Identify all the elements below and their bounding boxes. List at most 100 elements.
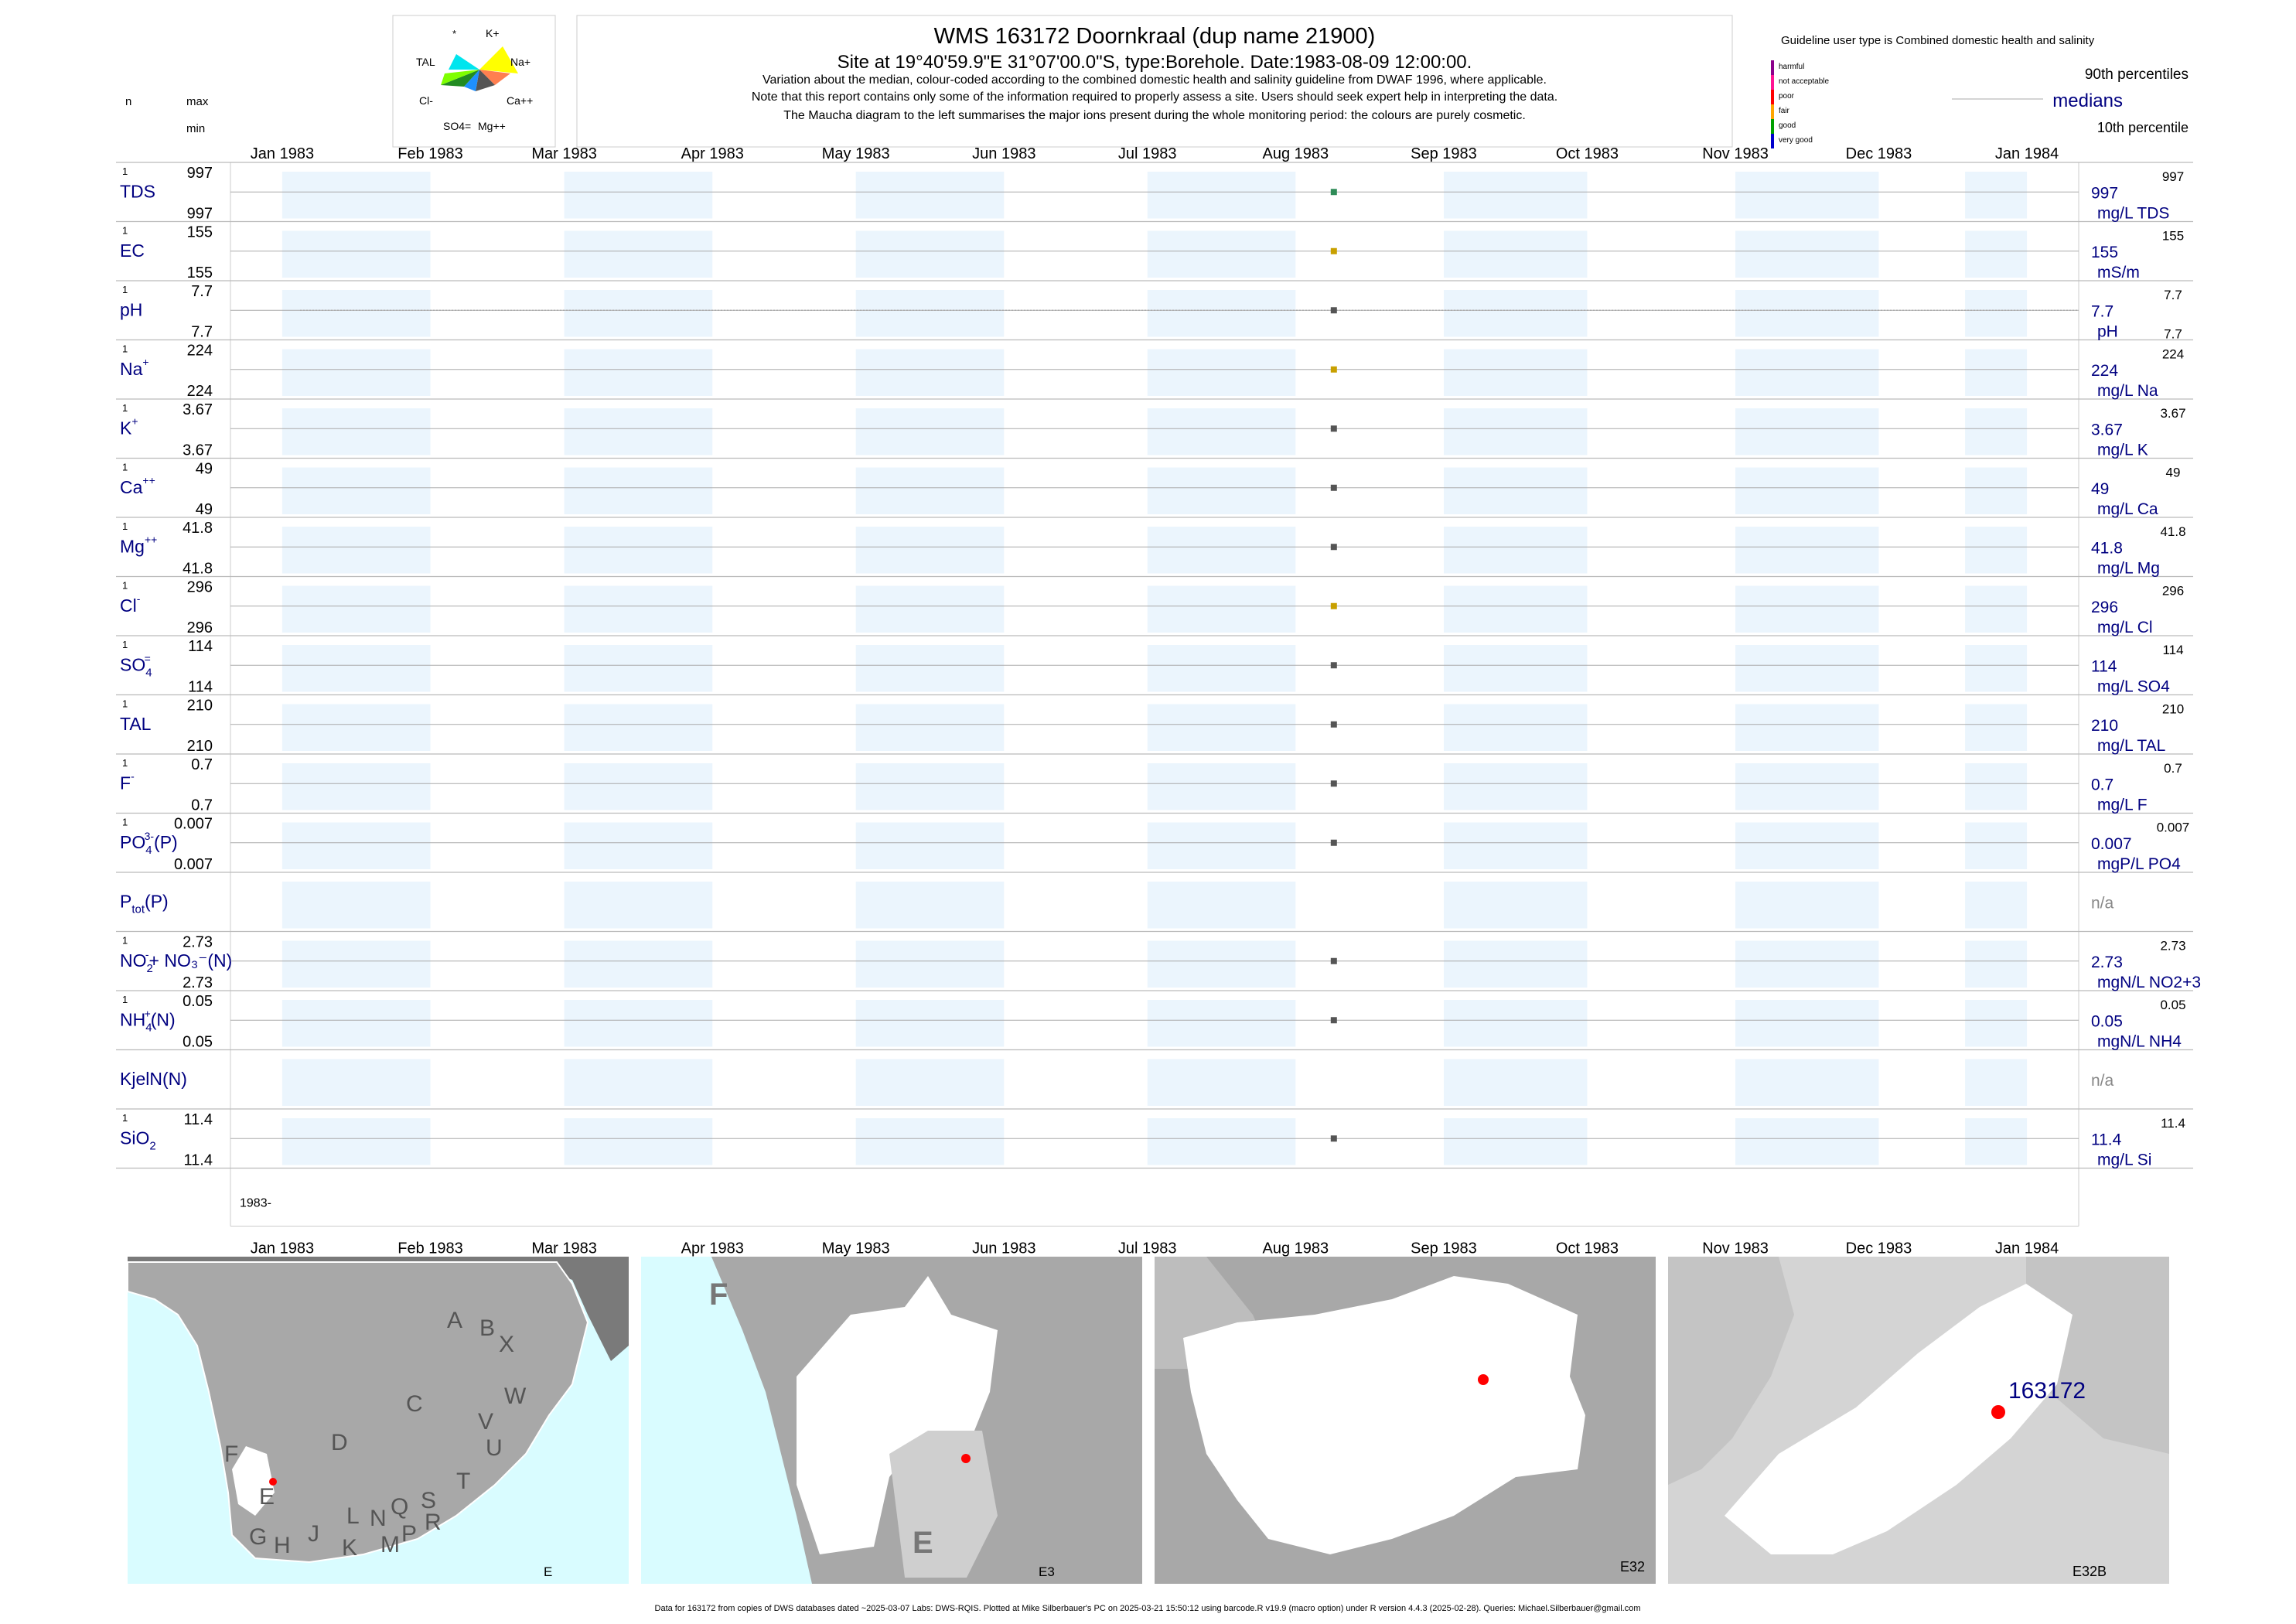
count-n: 1 bbox=[122, 698, 128, 710]
min-value: 114 bbox=[188, 679, 213, 696]
legend-class-label-5: very good bbox=[1779, 136, 1813, 145]
month-band bbox=[1735, 940, 1879, 988]
x-tick-label-bottom: Feb 1983 bbox=[397, 1240, 463, 1257]
month-band bbox=[281, 822, 431, 869]
data-point bbox=[1330, 662, 1337, 669]
p90-value: 114 bbox=[2162, 643, 2183, 657]
median-value: 11.4 bbox=[2091, 1131, 2122, 1148]
unit-label: mS/m bbox=[2097, 264, 2140, 281]
max-value: 114 bbox=[188, 638, 213, 655]
min-value: 0.05 bbox=[183, 1034, 213, 1051]
param-label: Na+ bbox=[120, 356, 149, 379]
param-label: KjelN(N) bbox=[120, 1069, 187, 1089]
month-band bbox=[564, 882, 713, 929]
month-band bbox=[1735, 822, 1879, 869]
median-value: 155 bbox=[2091, 244, 2118, 261]
month-band bbox=[1147, 527, 1296, 574]
month-band bbox=[1965, 1059, 2028, 1106]
median-value: 997 bbox=[2091, 184, 2118, 202]
min-value: 997 bbox=[187, 206, 213, 223]
month-band bbox=[855, 467, 1005, 514]
count-n: 1 bbox=[122, 402, 128, 414]
maucha-label-tal: TAL bbox=[416, 56, 435, 68]
param-label: PO43-(P) bbox=[120, 830, 178, 857]
month-band bbox=[281, 882, 431, 929]
param-label: pH bbox=[120, 299, 142, 319]
month-band bbox=[1443, 1000, 1588, 1047]
month-band bbox=[855, 585, 1005, 633]
legend-class-label-1: not acceptable bbox=[1779, 77, 1829, 86]
legend-class-label-0: harmful bbox=[1779, 63, 1804, 71]
month-band bbox=[1147, 763, 1296, 810]
legend-class-label-2: poor bbox=[1779, 92, 1795, 101]
count-n: 1 bbox=[122, 462, 128, 473]
legend-swatch-3 bbox=[1771, 104, 1774, 119]
maucha-label-so4: SO4= bbox=[443, 120, 471, 132]
param-label: NH4+(N) bbox=[120, 1007, 176, 1034]
unit-label: mg/L TAL bbox=[2097, 737, 2165, 755]
month-band bbox=[564, 230, 713, 278]
unit-label: mgP/L PO4 bbox=[2097, 855, 2181, 873]
param-label: TDS bbox=[120, 181, 155, 201]
count-n: 1 bbox=[122, 757, 128, 769]
month-band bbox=[855, 763, 1005, 810]
month-band bbox=[855, 704, 1005, 751]
median-value: 210 bbox=[2091, 717, 2118, 735]
unit-label: mg/L K bbox=[2097, 442, 2148, 459]
median-value: 0.7 bbox=[2091, 776, 2113, 793]
month-band bbox=[1147, 408, 1296, 455]
month-band bbox=[564, 763, 713, 810]
month-band bbox=[1965, 585, 2028, 633]
legend-swatch-5 bbox=[1771, 134, 1774, 148]
month-band bbox=[1443, 349, 1588, 396]
month-band bbox=[1735, 763, 1879, 810]
data-point bbox=[1330, 721, 1337, 728]
legend-title: Guideline user type is Combined domestic… bbox=[1781, 34, 2095, 47]
month-band bbox=[1965, 349, 2028, 396]
p10-value: 7.7 bbox=[2164, 327, 2182, 342]
month-band bbox=[1443, 645, 1588, 692]
month-band bbox=[281, 704, 431, 751]
max-value: 210 bbox=[187, 698, 213, 715]
month-band bbox=[1965, 172, 2028, 219]
month-band bbox=[1443, 527, 1588, 574]
x-tick-label-top: Feb 1983 bbox=[397, 145, 463, 162]
month-band bbox=[1965, 230, 2028, 278]
maucha-label-ca: Ca++ bbox=[507, 94, 533, 107]
x-tick-label-bottom: Dec 1983 bbox=[1846, 1240, 1912, 1257]
x-tick-label-top: Jul 1983 bbox=[1118, 145, 1177, 162]
unit-label: mg/L TDS bbox=[2097, 205, 2169, 223]
max-value: 3.67 bbox=[183, 401, 213, 418]
month-band bbox=[855, 349, 1005, 396]
maucha-label-mg: Mg++ bbox=[478, 120, 506, 132]
x-tick-label-top: Oct 1983 bbox=[1556, 145, 1619, 162]
month-band bbox=[564, 290, 713, 337]
col-header-n: n bbox=[125, 95, 131, 108]
month-band bbox=[1147, 704, 1296, 751]
legend-swatch-2 bbox=[1771, 90, 1774, 104]
max-value: 0.7 bbox=[191, 756, 213, 773]
min-value: 49 bbox=[196, 501, 213, 518]
unit-label: mg/L Cl bbox=[2097, 619, 2153, 636]
month-band bbox=[855, 527, 1005, 574]
unit-label: mg/L F bbox=[2097, 797, 2148, 814]
month-band bbox=[1735, 408, 1879, 455]
page-title: WMS 163172 Doornkraal (dup name 21900) bbox=[934, 24, 1376, 49]
month-band bbox=[1443, 1059, 1588, 1106]
x-tick-label-top: Jan 1983 bbox=[251, 145, 314, 162]
month-band bbox=[1147, 822, 1296, 869]
month-band bbox=[564, 467, 713, 514]
x-tick-label-bottom: Apr 1983 bbox=[681, 1240, 744, 1257]
month-band bbox=[281, 645, 431, 692]
legend: Guideline user type is Combined domestic… bbox=[1771, 34, 2189, 148]
month-band bbox=[1735, 882, 1879, 929]
data-point bbox=[1330, 602, 1337, 609]
month-band bbox=[1735, 349, 1879, 396]
p90-value: 0.7 bbox=[2164, 761, 2182, 776]
param-label: TAL bbox=[120, 714, 152, 734]
unit-label: mg/L SO4 bbox=[2097, 678, 2170, 696]
median-value: 224 bbox=[2091, 362, 2118, 380]
month-band bbox=[564, 585, 713, 633]
legend-median: medians bbox=[2052, 90, 2123, 111]
count-n: 1 bbox=[122, 225, 128, 237]
